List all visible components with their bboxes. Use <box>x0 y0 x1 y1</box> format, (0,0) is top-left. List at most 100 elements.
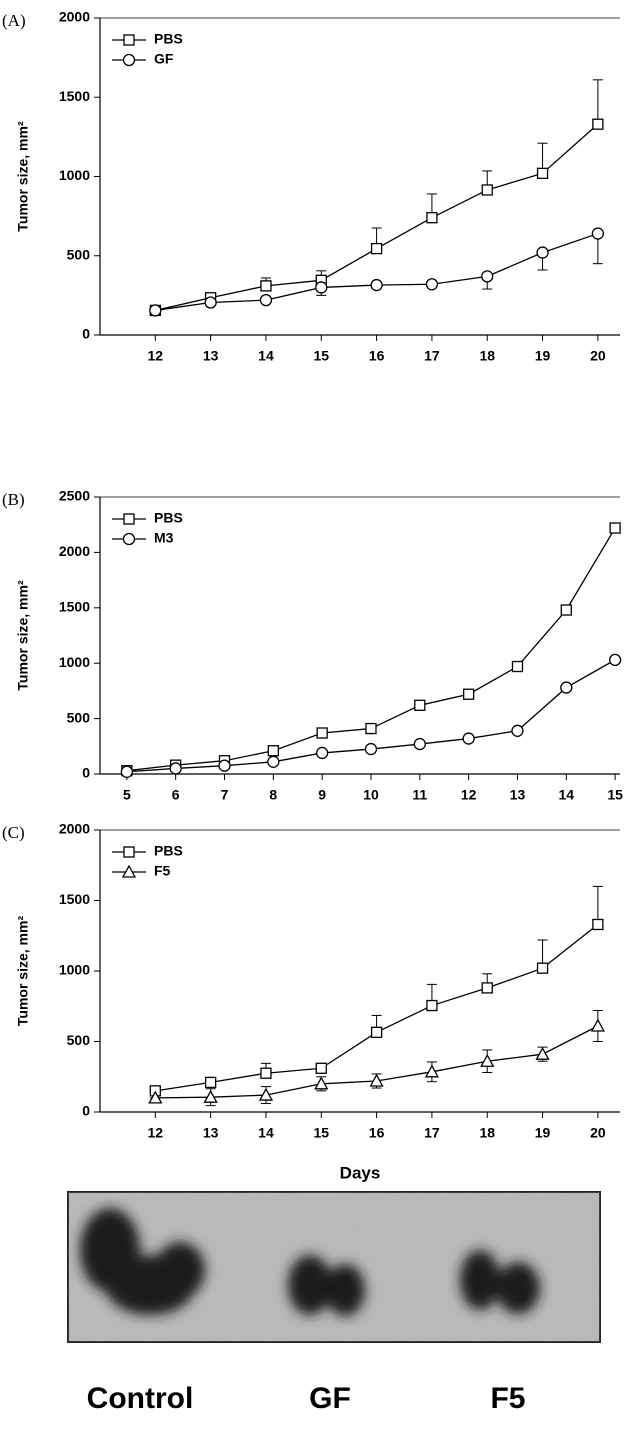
panel-label: (A) <box>2 11 26 30</box>
x-tick-label: 13 <box>203 1125 219 1141</box>
y-tick-label: 1500 <box>59 891 90 907</box>
y-axis-label: Tumor size, mm² <box>15 916 31 1027</box>
photo-label: GF <box>309 1382 351 1415</box>
x-tick-label: 9 <box>318 787 326 803</box>
x-tick-label: 16 <box>369 1125 385 1141</box>
x-tick-label: 19 <box>535 1125 551 1141</box>
marker <box>413 737 426 751</box>
x-tick-label: 12 <box>461 787 477 803</box>
x-tick-label: 15 <box>313 1125 329 1141</box>
legend-marker <box>122 53 136 67</box>
marker <box>591 227 605 240</box>
x-tick-label: 7 <box>221 787 229 803</box>
marker <box>314 1076 329 1090</box>
marker <box>511 724 524 737</box>
marker <box>481 184 493 196</box>
error-bar <box>592 79 603 125</box>
marker <box>203 1089 218 1103</box>
marker <box>370 1026 383 1038</box>
marker <box>425 278 439 291</box>
x-tick-label: 18 <box>479 1125 495 1141</box>
x-tick-label: 5 <box>123 787 131 803</box>
legend-label: PBS <box>154 31 183 47</box>
x-tick-label: 12 <box>148 1125 164 1141</box>
panel-label: (C) <box>2 823 25 842</box>
marker <box>204 296 217 309</box>
legend-marker <box>123 34 135 46</box>
marker <box>315 281 328 294</box>
x-tick-label: 18 <box>479 348 495 364</box>
y-tick-label: 2000 <box>59 9 90 25</box>
marker <box>315 1062 327 1074</box>
y-tick-label: 1000 <box>59 167 90 183</box>
photo <box>67 1191 601 1343</box>
y-tick-label: 1500 <box>59 88 90 104</box>
photo-label: F5 <box>490 1382 525 1415</box>
x-tick-label: 17 <box>424 348 440 364</box>
legend-marker <box>123 513 135 525</box>
marker <box>369 1073 384 1087</box>
marker <box>462 732 475 745</box>
y-tick-label: 0 <box>82 326 90 342</box>
legend-label: M3 <box>154 530 174 546</box>
series-line <box>126 527 616 772</box>
marker <box>424 1064 440 1078</box>
x-tick-label: 11 <box>412 787 427 803</box>
marker <box>536 246 549 259</box>
error-bar <box>592 885 603 925</box>
x-tick-label: 10 <box>363 787 379 803</box>
marker <box>259 293 273 307</box>
y-tick-label: 500 <box>67 1032 91 1048</box>
x-tick-label: 20 <box>590 348 606 364</box>
x-tick-label: 16 <box>369 348 385 364</box>
marker <box>480 1053 495 1067</box>
legend-marker <box>123 846 135 858</box>
marker <box>590 1018 605 1032</box>
marker <box>169 762 182 775</box>
marker <box>426 212 438 224</box>
y-tick-label: 1000 <box>59 654 90 670</box>
marker <box>481 982 493 994</box>
marker <box>218 759 231 772</box>
x-axis-label: Days <box>340 1163 381 1182</box>
marker <box>267 745 279 757</box>
y-tick-label: 2000 <box>59 821 90 837</box>
marker <box>316 727 328 739</box>
marker <box>149 304 162 317</box>
marker <box>609 522 621 534</box>
y-tick-label: 500 <box>67 246 91 262</box>
marker <box>560 604 572 616</box>
y-tick-label: 1500 <box>59 599 90 615</box>
marker <box>365 722 377 735</box>
marker <box>364 742 378 756</box>
marker <box>370 278 383 292</box>
y-tick-label: 0 <box>82 765 90 781</box>
x-tick-label: 15 <box>313 348 329 364</box>
y-axis-label: Tumor size, mm² <box>15 580 31 691</box>
marker <box>560 681 573 694</box>
x-tick-label: 12 <box>148 348 164 364</box>
x-tick-label: 13 <box>203 348 219 364</box>
marker <box>592 918 604 931</box>
x-tick-label: 19 <box>535 348 551 364</box>
marker <box>258 1087 274 1101</box>
marker <box>481 270 494 283</box>
y-tick-label: 0 <box>82 1103 90 1119</box>
series-line <box>155 923 599 1092</box>
marker <box>120 765 134 778</box>
x-tick-label: 13 <box>510 787 526 803</box>
marker <box>414 699 426 711</box>
y-axis-label: Tumor size, mm² <box>15 121 31 232</box>
marker <box>608 653 622 667</box>
legend-label: PBS <box>154 843 183 859</box>
marker <box>260 1067 272 1079</box>
y-tick-label: 2000 <box>59 543 90 559</box>
marker <box>316 746 329 760</box>
legend-marker <box>122 532 136 546</box>
legend-marker <box>121 864 137 878</box>
y-tick-label: 1000 <box>59 962 90 978</box>
marker <box>260 280 272 292</box>
marker <box>148 1090 163 1104</box>
marker <box>267 755 280 768</box>
